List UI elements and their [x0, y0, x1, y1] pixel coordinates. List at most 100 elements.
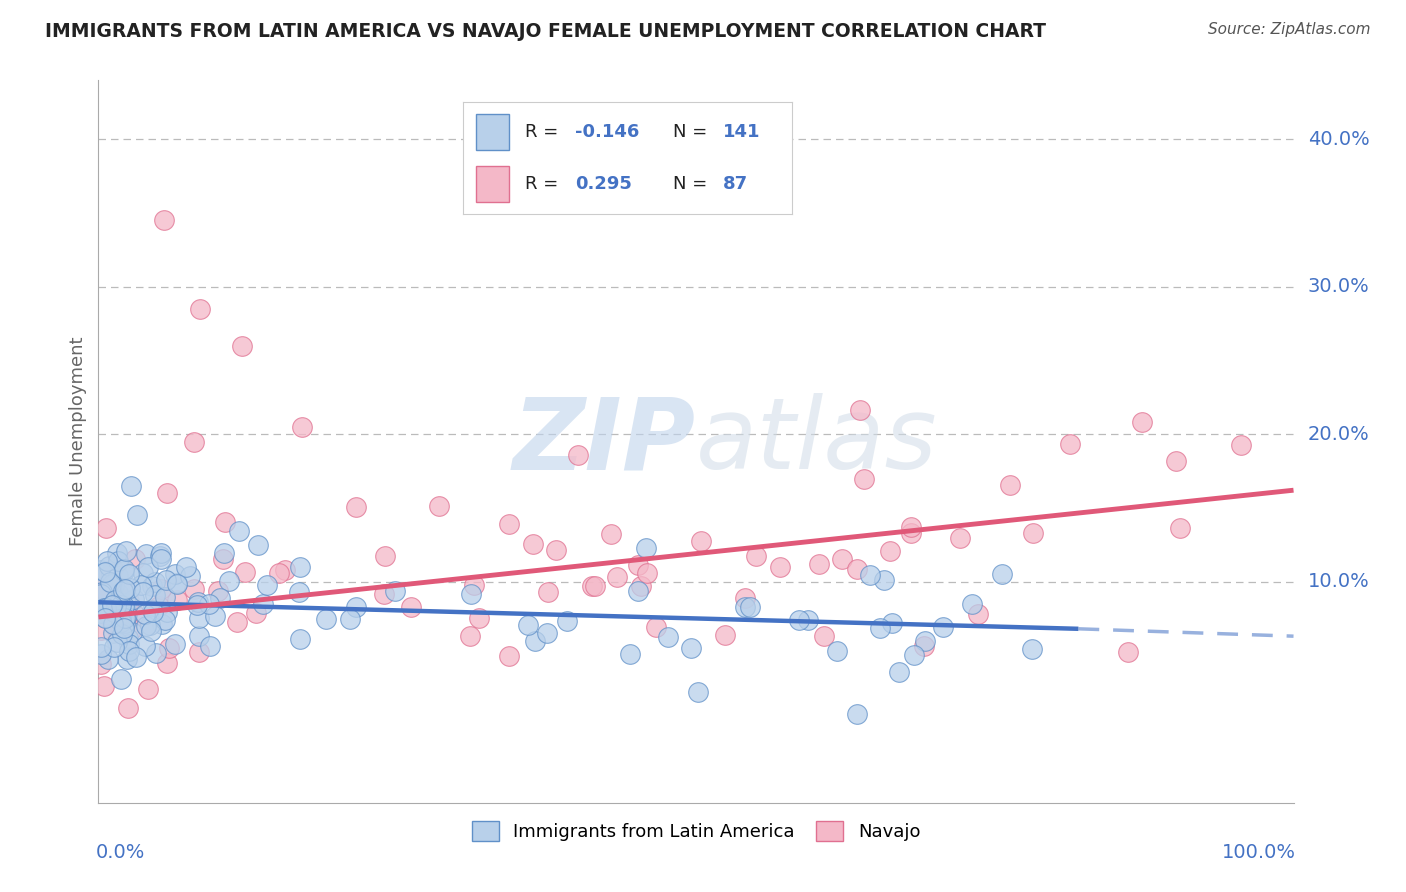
Point: [98, 558, 121, 573]
Point: [98, 574, 121, 589]
Point: [94, 601, 117, 615]
Point: [1166, 454, 1188, 468]
Point: [163, 637, 186, 651]
Point: [619, 647, 641, 661]
Point: [124, 608, 146, 623]
Point: [1229, 437, 1251, 451]
Point: [134, 639, 156, 653]
Point: [90, 602, 112, 616]
Point: [657, 630, 679, 644]
Text: 10.0%: 10.0%: [1308, 572, 1369, 591]
Point: [859, 567, 882, 582]
Point: [690, 534, 713, 549]
Point: [998, 478, 1021, 492]
Point: [107, 569, 129, 583]
Point: [212, 552, 235, 566]
Point: [740, 600, 762, 615]
Point: [107, 586, 129, 600]
Point: [914, 634, 936, 648]
Point: [796, 613, 818, 627]
Point: [120, 479, 142, 493]
Point: [135, 547, 157, 561]
Point: [207, 584, 229, 599]
Point: [110, 598, 132, 612]
Point: [373, 587, 395, 601]
Point: [256, 578, 278, 592]
Point: [845, 707, 868, 722]
Point: [132, 585, 155, 599]
Point: [118, 567, 141, 582]
Point: [94, 610, 117, 624]
Point: [315, 612, 337, 626]
Point: [150, 616, 173, 631]
Point: [887, 665, 910, 680]
Point: [769, 560, 792, 574]
Point: [688, 685, 710, 699]
Point: [94, 521, 117, 535]
Point: [187, 611, 209, 625]
Point: [228, 524, 250, 538]
Point: [429, 500, 451, 514]
Point: [214, 515, 236, 529]
Point: [148, 599, 170, 613]
Point: [112, 562, 135, 576]
Text: IMMIGRANTS FROM LATIN AMERICA VS NAVAJO FEMALE UNEMPLOYMENT CORRELATION CHART: IMMIGRANTS FROM LATIN AMERICA VS NAVAJO …: [45, 22, 1046, 41]
Point: [869, 621, 891, 635]
Point: [218, 574, 240, 589]
Point: [117, 652, 139, 666]
Point: [107, 554, 129, 568]
Point: [714, 628, 737, 642]
Point: [523, 633, 546, 648]
Point: [634, 541, 657, 555]
Point: [384, 584, 406, 599]
Point: [212, 546, 235, 560]
Point: [90, 623, 112, 637]
Point: [121, 622, 143, 636]
Point: [734, 591, 756, 605]
Point: [233, 566, 256, 580]
Point: [121, 624, 143, 639]
Point: [274, 563, 297, 577]
Point: [101, 615, 124, 630]
Point: [143, 588, 166, 602]
Point: [90, 657, 112, 671]
Point: [1168, 521, 1191, 535]
Point: [105, 635, 128, 649]
Point: [853, 472, 876, 486]
Point: [110, 672, 132, 686]
Point: [460, 587, 482, 601]
Point: [93, 601, 115, 615]
Point: [1132, 415, 1154, 429]
Point: [245, 606, 267, 620]
Point: [90, 567, 112, 582]
Point: [498, 516, 520, 531]
Point: [104, 593, 127, 607]
Point: [93, 570, 115, 584]
Point: [125, 650, 148, 665]
Point: [960, 597, 983, 611]
Point: [231, 339, 253, 353]
Point: [101, 599, 124, 613]
Point: [183, 582, 205, 596]
Point: [101, 577, 124, 591]
Point: [150, 552, 173, 566]
Point: [179, 569, 201, 583]
Point: [967, 607, 990, 621]
Point: [399, 600, 422, 615]
Point: [118, 637, 141, 651]
Point: [136, 682, 159, 697]
Point: [606, 569, 628, 583]
Point: [101, 626, 124, 640]
Point: [468, 611, 491, 625]
Point: [156, 656, 179, 670]
Point: [344, 500, 367, 514]
Point: [115, 544, 138, 558]
Point: [103, 617, 125, 632]
Point: [1022, 526, 1045, 541]
Text: 30.0%: 30.0%: [1308, 277, 1369, 296]
Point: [825, 644, 848, 658]
Point: [247, 538, 270, 552]
Point: [110, 612, 132, 626]
Point: [96, 554, 118, 568]
Point: [636, 566, 658, 580]
